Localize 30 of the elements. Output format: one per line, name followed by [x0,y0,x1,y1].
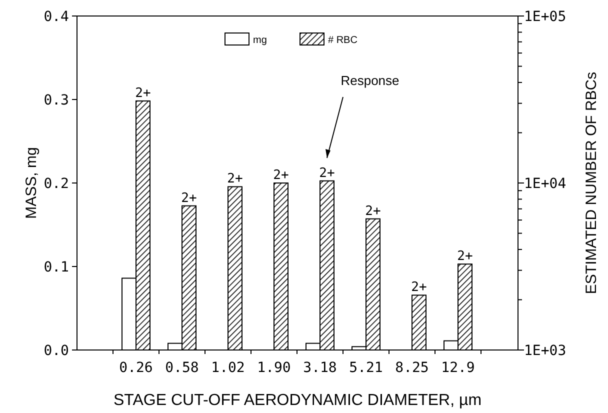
data-label: 2+ [135,86,151,101]
annotation: Response [340,73,400,88]
y-tick-label: 0.4 [44,9,69,25]
y-tick-label: 0.1 [44,260,69,276]
x-axis-title: STAGE CUT-OFF AERODYNAMIC DIAMETER, µm [113,392,482,409]
x-tick-label: 5.21 [349,360,383,376]
data-label: 2+ [181,190,197,206]
legend-label: # RBC [328,35,358,46]
x-tick-label: 8.25 [395,360,429,376]
y2-axis-title: ESTIMATED NUMBER OF RBCs [583,72,600,294]
data-label: 2+ [273,168,289,183]
data-label: 2+ [365,204,381,219]
y2-tick-label: 1E+03 [524,343,566,359]
x-tick-label: 12.9 [441,360,475,376]
x-tick-label: 0.58 [165,360,199,376]
y-tick-label: 0.0 [44,343,69,359]
x-tick-label: 0.26 [119,360,153,376]
x-tick-label: 1.02 [211,360,245,376]
legend-label: mg [253,35,267,46]
data-label: 2+ [457,249,473,264]
y-axis-title: MASS, mg [23,147,40,219]
x-tick-label: 1.90 [257,360,291,376]
data-label: 2+ [411,280,427,296]
y2-tick-label: 1E+04 [524,176,566,192]
x-tick-label: 3.18 [303,360,337,376]
data-label: 2+ [319,166,335,181]
y-tick-label: 0.2 [44,176,69,192]
y-tick-label: 0.3 [44,92,69,108]
data-label: 2+ [227,172,243,187]
y2-tick-label: 1E+05 [524,9,566,25]
